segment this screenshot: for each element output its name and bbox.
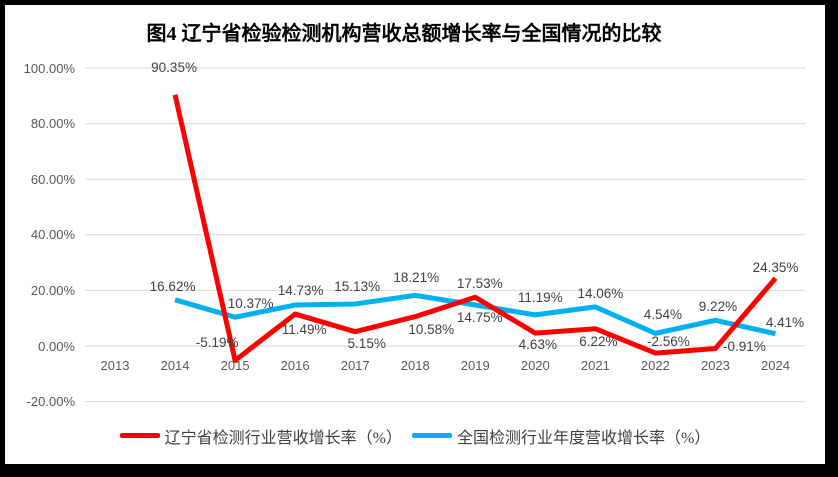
y-axis-tick: -20.00%	[26, 394, 75, 410]
chart-title: 图4 辽宁省检验检测机构营收总额增长率与全国情况的比较	[146, 23, 662, 45]
data-label-0: 5.15%	[347, 335, 386, 351]
x-axis-tick: 2018	[400, 358, 430, 373]
legend-item-national[interactable]: 全国检测行业年度营收增长率（%）	[412, 424, 710, 448]
data-label-0: -2.56%	[647, 334, 690, 350]
data-label-1: 14.73%	[277, 282, 324, 298]
data-label-1: 14.06%	[577, 285, 624, 301]
data-label-0: 4.63%	[518, 336, 557, 352]
data-label-1: 16.62%	[149, 278, 196, 294]
x-axis-tick: 2013	[100, 358, 130, 373]
x-axis-tick: 2023	[700, 358, 730, 373]
y-axis-tick: 40.00%	[30, 227, 75, 243]
data-label-0: 24.35%	[752, 259, 799, 275]
data-label-0: 17.53%	[456, 276, 503, 292]
x-axis-tick: 2016	[280, 358, 310, 373]
y-axis-tick: 100.00%	[23, 60, 75, 76]
legend-label-liaoning: 辽宁省检测行业营收增长率（%）	[164, 429, 402, 447]
series-line-0[interactable]	[172, 94, 778, 363]
legend: 辽宁省检测行业营收增长率（%） 全国检测行业年度营收增长率（%）	[5, 424, 825, 448]
data-label-0: -5.19%	[195, 335, 239, 351]
x-axis-tick: 2021	[580, 358, 610, 373]
legend-item-liaoning[interactable]: 辽宁省检测行业营收增长率（%）	[119, 424, 402, 448]
data-label-0: 6.22%	[579, 333, 618, 349]
data-label-0: 90.35%	[151, 59, 197, 75]
data-label-1: 10.37%	[227, 296, 274, 312]
x-axis-tick: 2020	[520, 358, 550, 373]
x-axis-tick: 2015	[220, 358, 250, 373]
legend-swatch-liaoning	[119, 433, 160, 438]
data-label-1: 14.75%	[456, 310, 503, 326]
y-axis-tick: 20.00%	[30, 282, 75, 298]
x-axis-tick: 2022	[640, 358, 670, 373]
data-label-0: 10.58%	[408, 322, 455, 338]
legend-label-national: 全国检测行业年度营收增长率（%）	[457, 429, 711, 447]
data-label-0: 11.49%	[281, 322, 327, 338]
x-axis-tick: 2019	[460, 358, 490, 373]
y-axis-tick: 60.00%	[30, 171, 75, 187]
data-label-1: 15.13%	[334, 279, 381, 295]
x-axis-tick: 2017	[340, 358, 370, 373]
data-label-1: 11.19%	[517, 289, 563, 305]
series-line-1[interactable]	[174, 292, 777, 337]
plot-area	[85, 67, 806, 403]
x-axis-tick: 2024	[761, 358, 790, 373]
legend-swatch-national	[412, 433, 452, 438]
chart-card: 图4 辽宁省检验检测机构营收总额增长率与全国情况的比较 100.00% 80.00…	[5, 5, 825, 464]
x-axis-tick: 2014	[160, 358, 190, 373]
data-label-1: 4.41%	[765, 314, 805, 330]
y-axis-tick: 0.00%	[38, 338, 75, 354]
data-label-0: -0.91%	[723, 339, 766, 355]
data-label-1: 9.22%	[698, 299, 738, 315]
y-axis-tick: 80.00%	[30, 116, 75, 132]
data-label-1: 4.54%	[643, 307, 683, 323]
data-label-1: 18.21%	[393, 270, 440, 286]
